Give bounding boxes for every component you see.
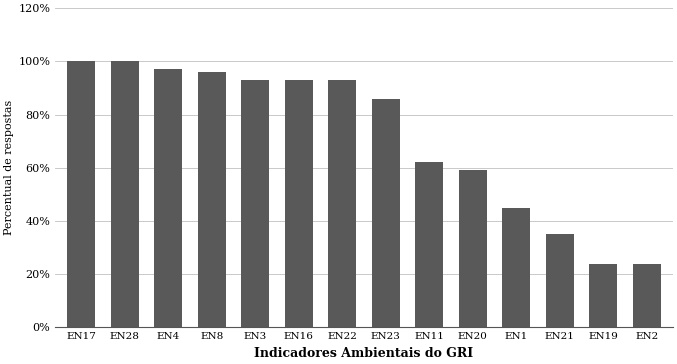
X-axis label: Indicadores Ambientais do GRI: Indicadores Ambientais do GRI bbox=[255, 347, 474, 360]
Bar bbox=[632, 264, 661, 327]
Bar bbox=[589, 264, 617, 327]
Bar bbox=[241, 80, 269, 327]
Bar bbox=[415, 162, 443, 327]
Bar bbox=[328, 80, 356, 327]
Bar bbox=[502, 208, 530, 327]
Bar bbox=[372, 99, 400, 327]
Bar bbox=[284, 80, 313, 327]
Bar bbox=[546, 234, 574, 327]
Bar bbox=[458, 170, 487, 327]
Bar bbox=[154, 70, 182, 327]
Bar bbox=[67, 62, 95, 327]
Y-axis label: Percentual de respostas: Percentual de respostas bbox=[4, 100, 14, 236]
Bar bbox=[198, 72, 226, 327]
Bar bbox=[110, 62, 139, 327]
